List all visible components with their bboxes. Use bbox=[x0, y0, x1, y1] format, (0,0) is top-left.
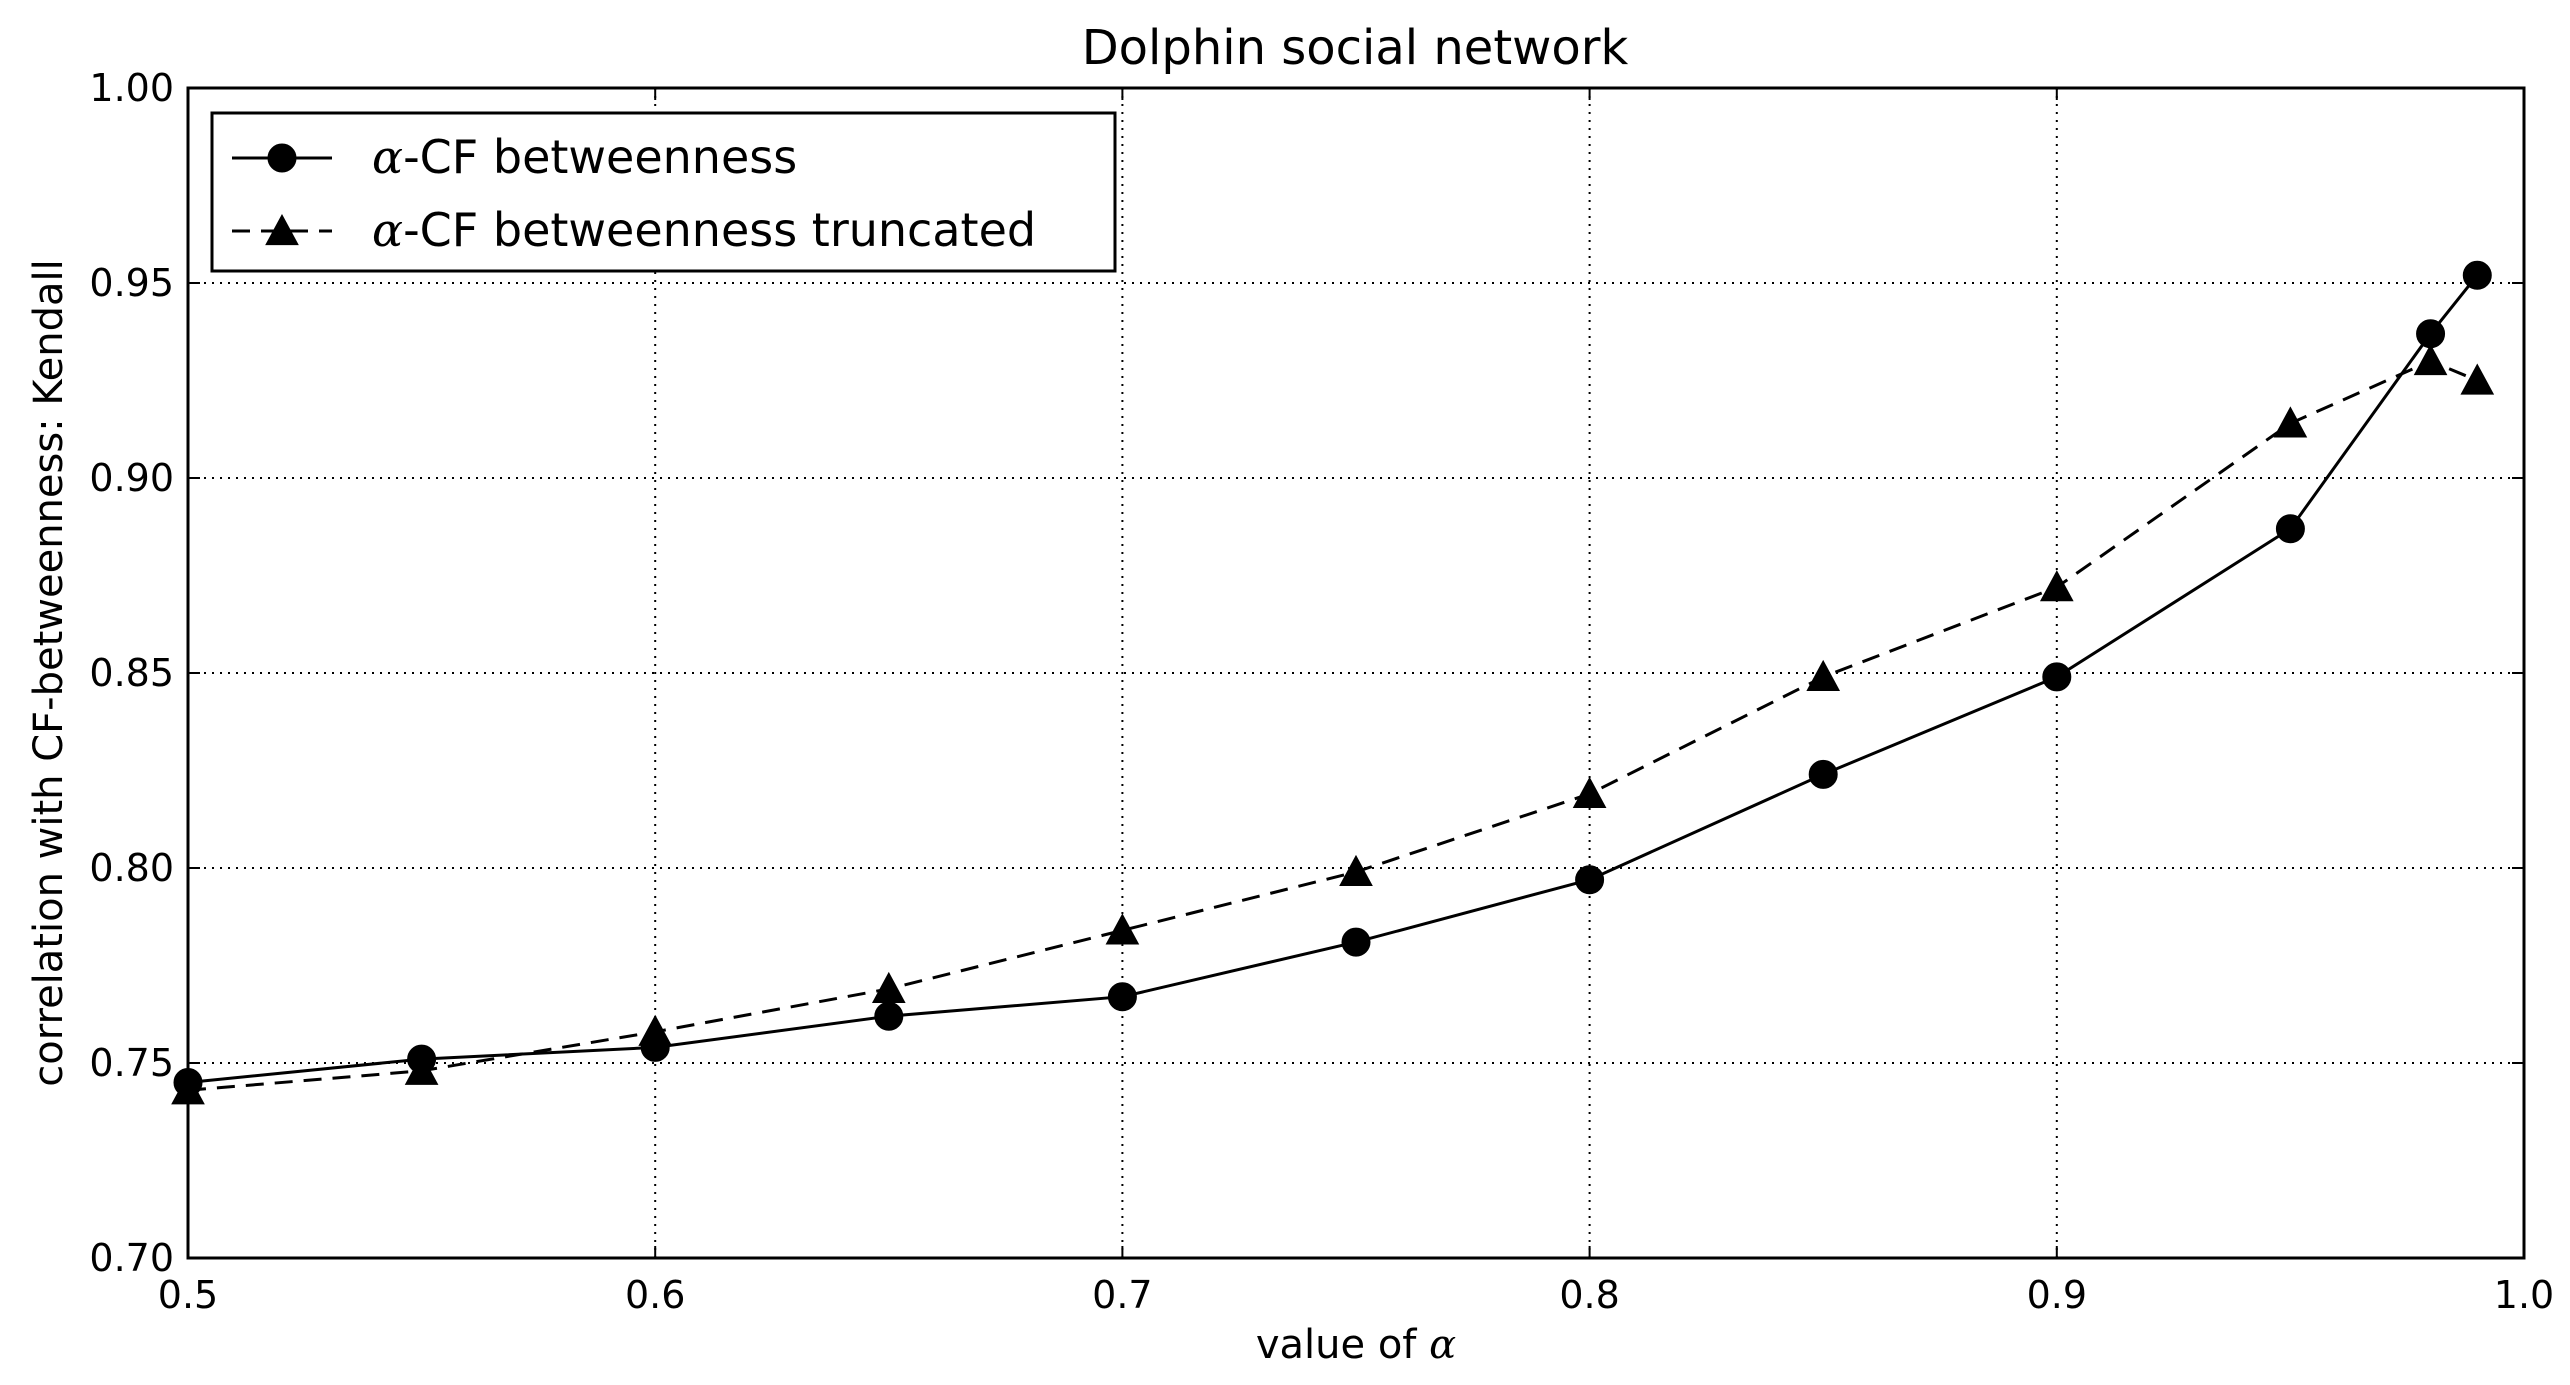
x-tick-label: 1.0 bbox=[2494, 1273, 2554, 1317]
data-point-circle bbox=[1808, 759, 1838, 789]
circle-marker-icon bbox=[267, 143, 297, 173]
legend-text: -CF betweenness truncated bbox=[403, 203, 1036, 257]
x-tick-label: 0.5 bbox=[158, 1273, 218, 1317]
x-axis-label-symbol: α bbox=[1429, 1322, 1456, 1368]
legend-text: -CF betweenness bbox=[403, 130, 797, 184]
legend-label: α-CF betweenness bbox=[372, 130, 797, 184]
data-point-triangle bbox=[2460, 363, 2495, 395]
series-line bbox=[187, 359, 2478, 1092]
data-point-triangle bbox=[1105, 913, 1140, 945]
x-axis-label: value of α bbox=[1256, 1322, 1456, 1368]
legend-symbol: α bbox=[372, 130, 403, 184]
data-point-triangle bbox=[638, 1014, 673, 1046]
y-tick-label: 0.80 bbox=[89, 846, 174, 890]
x-tick-label: 0.7 bbox=[1092, 1273, 1152, 1317]
legend-label: α-CF betweenness truncated bbox=[372, 203, 1036, 257]
data-point-circle bbox=[2042, 662, 2072, 692]
series-2 bbox=[171, 343, 2495, 1105]
data-point-circle bbox=[2275, 514, 2305, 544]
axis-ticks: 0.5 0.6 0.7 0.8 0.9 1.0 0.70 0.75 0.80 0.85 0.90 0.… bbox=[89, 66, 2554, 1317]
data-point-circle bbox=[2462, 260, 2492, 290]
data-point-triangle bbox=[1572, 776, 1607, 808]
y-tick-label: 0.75 bbox=[89, 1041, 174, 1085]
y-tick-label: 0.70 bbox=[89, 1236, 174, 1280]
x-tick-label: 0.8 bbox=[1559, 1273, 1619, 1317]
data-point-circle bbox=[1575, 865, 1605, 895]
data-series bbox=[171, 260, 2495, 1105]
legend-box bbox=[210, 111, 1117, 273]
data-point-triangle bbox=[1806, 659, 1841, 691]
y-tick-label: 1.00 bbox=[89, 66, 174, 110]
x-tick-label: 0.9 bbox=[2027, 1273, 2087, 1317]
data-point-circle bbox=[1341, 927, 1371, 957]
data-point-circle bbox=[874, 1001, 904, 1031]
y-tick-label: 0.95 bbox=[89, 261, 174, 305]
data-point-triangle bbox=[871, 971, 906, 1003]
y-tick-label: 0.90 bbox=[89, 456, 174, 500]
x-axis-label-text: value of bbox=[1256, 1322, 1429, 1368]
data-point-triangle bbox=[2273, 406, 2308, 438]
data-point-circle bbox=[2416, 319, 2446, 349]
legend-entry: α-CF betweenness bbox=[232, 130, 797, 184]
y-tick-label: 0.85 bbox=[89, 651, 174, 695]
triangle-marker-icon bbox=[265, 213, 299, 246]
data-point-triangle bbox=[1339, 854, 1373, 886]
data-point-triangle bbox=[404, 1053, 439, 1085]
x-tick-label: 0.6 bbox=[625, 1273, 685, 1317]
legend-symbol: α bbox=[372, 203, 403, 257]
data-point-triangle bbox=[2039, 570, 2074, 602]
series-line bbox=[187, 274, 2479, 1084]
data-point-triangle bbox=[2413, 343, 2448, 376]
series-1 bbox=[173, 260, 2492, 1097]
data-point-circle bbox=[1107, 982, 1137, 1012]
y-axis-label: correlation with CF-betweenness: Kendall bbox=[26, 259, 72, 1086]
chart-title: Dolphin social network bbox=[1082, 20, 1629, 76]
legend-entry: α-CF betweenness truncated bbox=[232, 203, 1036, 257]
